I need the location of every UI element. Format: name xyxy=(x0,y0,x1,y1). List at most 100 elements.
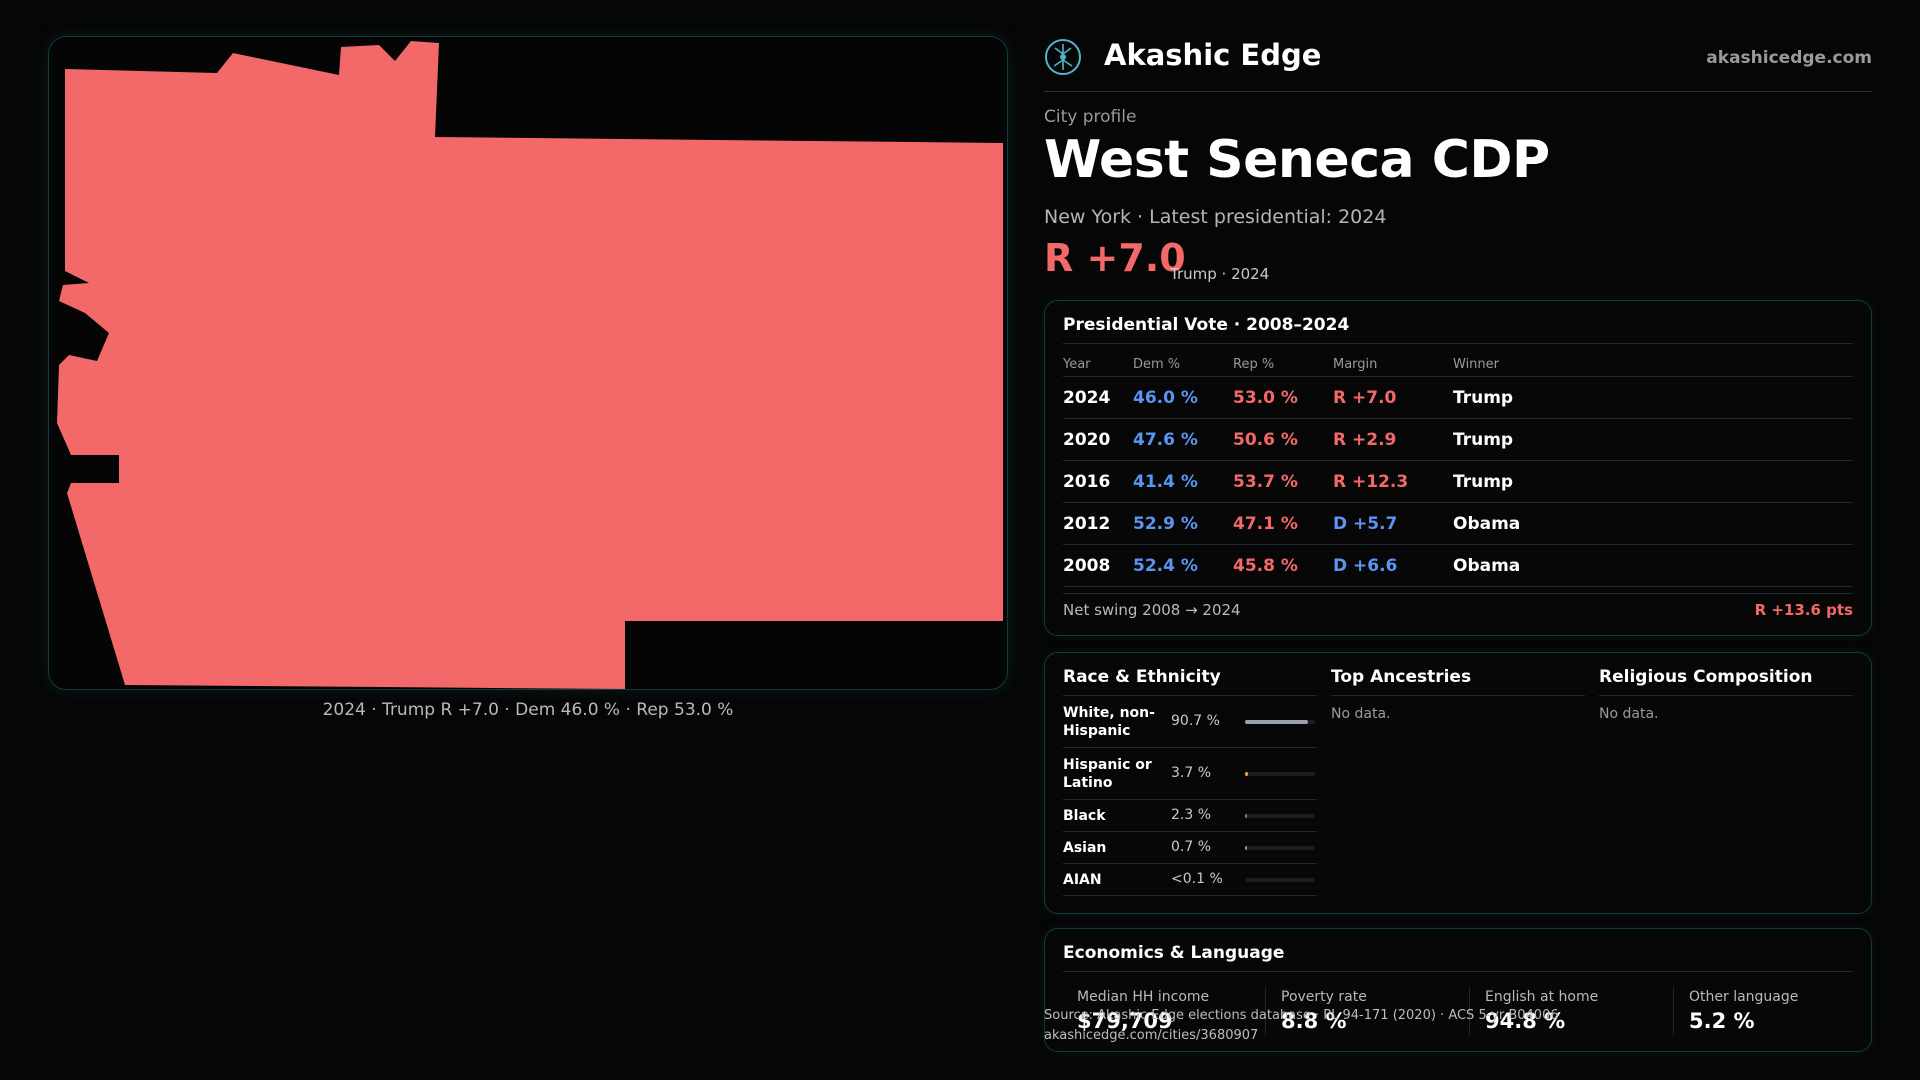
econ-stat: Other language 5.2 % xyxy=(1689,989,1879,1033)
source-footer: Source: Akashic Edge elections database … xyxy=(1044,1006,1559,1046)
winner-cell: Obama xyxy=(1453,514,1521,534)
table-header: Year Dem % Rep % Margin Winner xyxy=(1063,351,1853,377)
demographics-card: Race & Ethnicity White, non-Hispanic 90.7… xyxy=(1044,652,1872,914)
section-title: Top Ancestries xyxy=(1331,667,1472,687)
rep-cell: 45.8 % xyxy=(1233,556,1298,576)
page-title: West Seneca CDP xyxy=(1044,130,1550,190)
economics-language-card: Economics & Language Median HH income $79… xyxy=(1044,928,1872,1052)
rep-cell: 53.0 % xyxy=(1233,388,1298,408)
divider xyxy=(1599,695,1853,696)
econ-stat-label: English at home xyxy=(1485,989,1599,1005)
religious-composition-section: Religious Composition No data. xyxy=(1599,667,1853,722)
brand-name: Akashic Edge xyxy=(1104,38,1322,72)
net-swing-value: R +13.6 pts xyxy=(1754,601,1853,619)
column-header-rep: Rep % xyxy=(1233,357,1275,372)
econ-stat: Poverty rate 8.8 % xyxy=(1281,989,1471,1033)
econ-stat-value: 8.8 % xyxy=(1281,1009,1347,1033)
rep-cell: 50.6 % xyxy=(1233,430,1298,450)
race-value: <0.1 % xyxy=(1171,871,1223,887)
year-cell: 2020 xyxy=(1063,430,1111,450)
race-ethnicity-section: Race & Ethnicity White, non-Hispanic 90.7… xyxy=(1063,667,1317,896)
column-header-year: Year xyxy=(1063,357,1091,372)
race-value: 90.7 % xyxy=(1171,713,1220,729)
latest-margin: R +7.0 xyxy=(1044,236,1186,280)
rep-cell: 47.1 % xyxy=(1233,514,1298,534)
city-boundary-shape xyxy=(57,41,1003,689)
brand-domain-link[interactable]: akashicedge.com xyxy=(1706,48,1872,68)
race-bar-track xyxy=(1245,846,1315,850)
top-ancestries-section: Top Ancestries No data. xyxy=(1331,667,1585,722)
year-cell: 2012 xyxy=(1063,514,1111,534)
race-row: Black 2.3 % xyxy=(1063,800,1317,832)
latest-margin-meta: Trump · 2024 xyxy=(1170,265,1270,283)
econ-stat-label: Median HH income xyxy=(1077,989,1210,1005)
race-value: 0.7 % xyxy=(1171,839,1212,855)
race-row: Hispanic or Latino 3.7 % xyxy=(1063,748,1317,800)
race-bar-fill xyxy=(1245,720,1309,724)
econ-stat-label: Other language xyxy=(1689,989,1799,1005)
race-value: 2.3 % xyxy=(1171,807,1212,823)
column-header-dem: Dem % xyxy=(1133,357,1181,372)
race-label: Asian xyxy=(1063,840,1107,856)
card-title: Economics & Language xyxy=(1063,943,1285,963)
race-label: AIAN xyxy=(1063,872,1102,888)
net-swing-row: Net swing 2008 → 2024 R +13.6 pts xyxy=(1063,601,1853,619)
race-bar-fill xyxy=(1245,846,1248,850)
empty-state: No data. xyxy=(1331,706,1391,722)
column-header-winner: Winner xyxy=(1453,357,1500,372)
margin-cell: R +7.0 xyxy=(1333,388,1397,408)
race-bar-track xyxy=(1245,814,1315,818)
divider xyxy=(1063,695,1317,696)
dem-cell: 52.4 % xyxy=(1133,556,1198,576)
race-row: Asian 0.7 % xyxy=(1063,832,1317,864)
dem-cell: 52.9 % xyxy=(1133,514,1198,534)
race-bar-fill xyxy=(1245,772,1248,776)
source-text: Source: Akashic Edge elections database … xyxy=(1044,1008,1559,1023)
dem-cell: 46.0 % xyxy=(1133,388,1198,408)
rep-cell: 53.7 % xyxy=(1233,472,1298,492)
section-title: Race & Ethnicity xyxy=(1063,667,1221,687)
dem-cell: 41.4 % xyxy=(1133,472,1198,492)
race-bar-track xyxy=(1245,720,1315,724)
card-title: Presidential Vote · 2008–2024 xyxy=(1063,315,1350,335)
divider xyxy=(1063,343,1853,344)
map-caption: 2024 · Trump R +7.0 · Dem 46.0 % · Rep 5… xyxy=(322,700,734,720)
empty-state: No data. xyxy=(1599,706,1659,722)
divider xyxy=(1063,971,1853,972)
city-map xyxy=(48,36,1008,690)
year-cell: 2016 xyxy=(1063,472,1111,492)
net-swing-label: Net swing 2008 → 2024 xyxy=(1063,601,1241,619)
econ-stat-value: $79,709 xyxy=(1077,1009,1173,1033)
page-subtitle: New York · Latest presidential: 2024 xyxy=(1044,206,1387,228)
race-bar-track xyxy=(1245,772,1315,776)
table-row: 2020 47.6 % 50.6 % R +2.9 Trump xyxy=(1063,419,1853,461)
winner-cell: Trump xyxy=(1453,430,1514,450)
table-row: 2024 46.0 % 53.0 % R +7.0 Trump xyxy=(1063,377,1853,419)
winner-cell: Trump xyxy=(1453,388,1514,408)
econ-stat: English at home 94.8 % xyxy=(1485,989,1675,1033)
race-bar-track xyxy=(1245,878,1315,882)
year-cell: 2008 xyxy=(1063,556,1111,576)
table-row: 2012 52.9 % 47.1 % D +5.7 Obama xyxy=(1063,503,1853,545)
race-bar-fill xyxy=(1245,814,1248,818)
econ-stat-label: Poverty rate xyxy=(1281,989,1367,1005)
winner-cell: Trump xyxy=(1453,472,1514,492)
econ-stat-value: 94.8 % xyxy=(1485,1009,1566,1033)
source-url-link[interactable]: akashicedge.com/cities/3680907 xyxy=(1044,1028,1259,1043)
section-title: Religious Composition xyxy=(1599,667,1813,687)
race-label: White, non-Hispanic xyxy=(1063,705,1155,739)
margin-cell: D +5.7 xyxy=(1333,514,1398,534)
econ-stat: Median HH income $79,709 xyxy=(1077,989,1267,1033)
presidential-vote-card: Presidential Vote · 2008–2024 Year Dem %… xyxy=(1044,300,1872,636)
race-value: 3.7 % xyxy=(1171,765,1212,781)
header: Akashic Edge akashicedge.com xyxy=(1044,36,1872,92)
margin-cell: D +6.6 xyxy=(1333,556,1398,576)
race-row: White, non-Hispanic 90.7 % xyxy=(1063,696,1317,748)
margin-cell: R +12.3 xyxy=(1333,472,1409,492)
year-cell: 2024 xyxy=(1063,388,1111,408)
divider xyxy=(1673,987,1674,1035)
econ-stat-value: 5.2 % xyxy=(1689,1009,1755,1033)
margin-cell: R +2.9 xyxy=(1333,430,1397,450)
divider xyxy=(1265,987,1266,1035)
race-row: AIAN <0.1 % xyxy=(1063,864,1317,896)
